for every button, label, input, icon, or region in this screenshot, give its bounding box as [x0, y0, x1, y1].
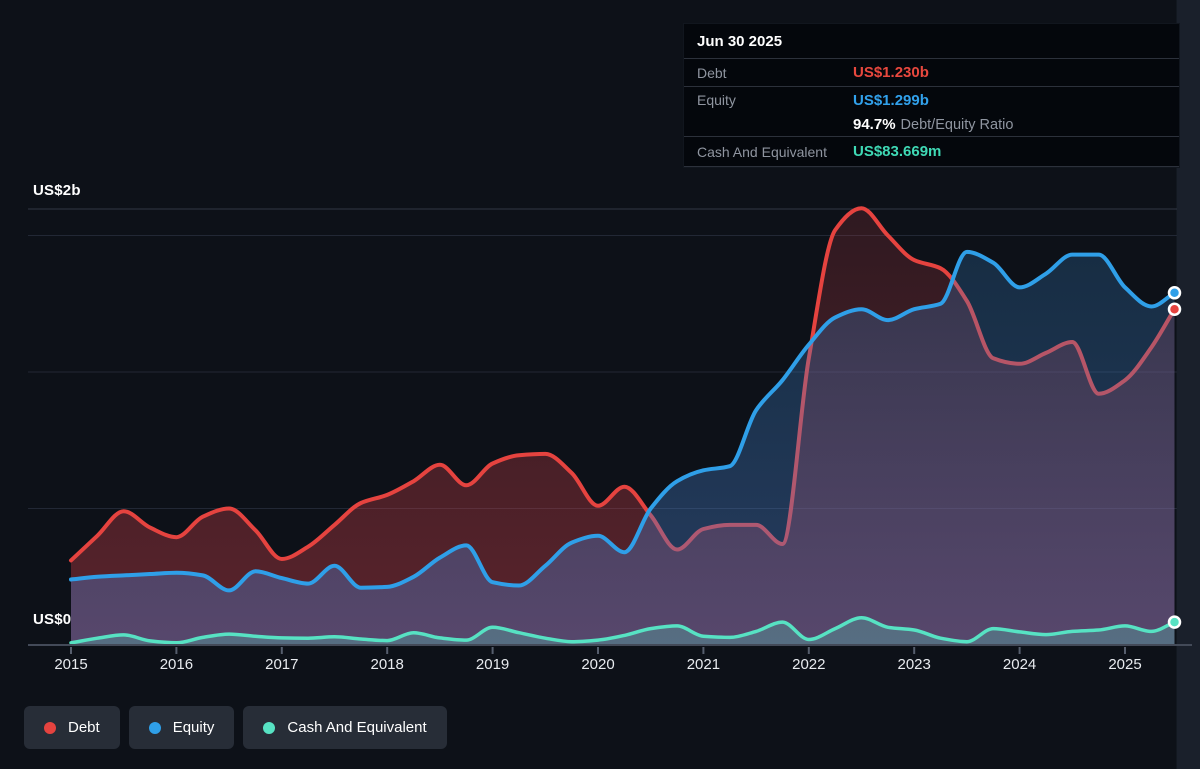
- chart-tooltip: Jun 30 2025 Debt US$1.230b Equity US$1.2…: [683, 23, 1180, 168]
- tooltip-cash-label: Cash And Equivalent: [684, 144, 853, 160]
- debt-dot-icon: [44, 722, 56, 734]
- x-tick-label: 2018: [357, 656, 417, 673]
- x-tick-label: 2021: [673, 656, 733, 673]
- tooltip-debt-label: Debt: [684, 65, 853, 81]
- equity-dot-icon: [149, 722, 161, 734]
- end-dot-debt[interactable]: [1169, 304, 1180, 315]
- x-tick-label: 2025: [1095, 656, 1155, 673]
- tooltip-date: Jun 30 2025: [684, 24, 1179, 58]
- tooltip-cash-value: US$83.669m: [853, 143, 1179, 160]
- legend-equity-label: Equity: [173, 719, 215, 736]
- tooltip-debt-value: US$1.230b: [853, 64, 1179, 81]
- tooltip-row-cash: Cash And Equivalent US$83.669m: [684, 136, 1179, 167]
- tooltip-equity-value: US$1.299b: [853, 92, 1179, 109]
- x-tick-label: 2023: [884, 656, 944, 673]
- legend-item-cash[interactable]: Cash And Equivalent: [243, 706, 446, 749]
- tooltip-row-ratio: 94.7% Debt/Equity Ratio: [684, 113, 1179, 136]
- legend-debt-label: Debt: [68, 719, 100, 736]
- tooltip-equity-label: Equity: [684, 92, 853, 108]
- legend-item-equity[interactable]: Equity: [129, 706, 235, 749]
- y-axis-top-label: US$2b: [33, 182, 81, 199]
- x-tick-label: 2024: [990, 656, 1050, 673]
- x-tick-label: 2016: [146, 656, 206, 673]
- x-tick-label: 2022: [779, 656, 839, 673]
- x-tick-label: 2020: [568, 656, 628, 673]
- future-band: [1177, 0, 1200, 769]
- tooltip-row-equity: Equity US$1.299b: [684, 86, 1179, 113]
- legend-cash-label: Cash And Equivalent: [287, 719, 426, 736]
- x-tick-label: 2017: [252, 656, 312, 673]
- x-tick-label: 2015: [41, 656, 101, 673]
- chart-legend: Debt Equity Cash And Equivalent: [24, 706, 447, 749]
- x-tick-label: 2019: [463, 656, 523, 673]
- cash-dot-icon: [263, 722, 275, 734]
- debt-equity-history-chart: US$2b US$0 2015 2016 2017 2018 2019 2020 2021 2…: [0, 0, 1200, 769]
- y-axis-zero-label: US$0: [33, 611, 71, 628]
- tooltip-ratio-label: Debt/Equity Ratio: [901, 117, 1014, 133]
- tooltip-row-debt: Debt US$1.230b: [684, 58, 1179, 86]
- tooltip-ratio-percent: 94.7%: [853, 116, 896, 133]
- legend-item-debt[interactable]: Debt: [24, 706, 120, 749]
- end-dot-equity[interactable]: [1169, 287, 1180, 298]
- end-dot-cash[interactable]: [1169, 617, 1180, 628]
